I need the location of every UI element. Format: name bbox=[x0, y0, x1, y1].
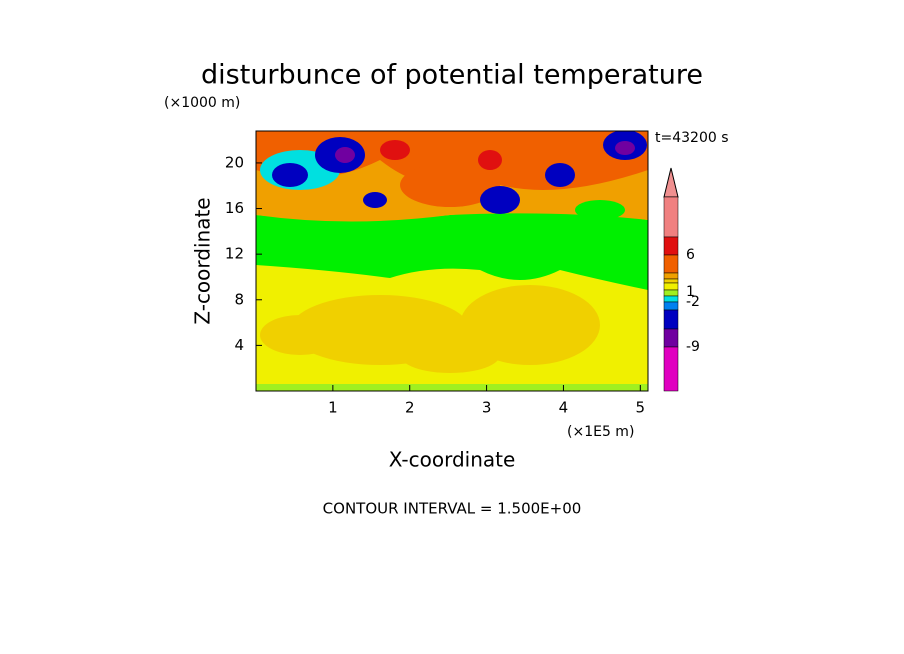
colorbar-segment bbox=[663, 328, 679, 348]
y-tick-label: 4 bbox=[234, 336, 244, 354]
x-tick-label: 3 bbox=[482, 399, 492, 417]
colorbar-label: 1 bbox=[686, 284, 695, 300]
contour-field bbox=[256, 131, 648, 391]
colorbar-segment bbox=[663, 346, 679, 392]
colorbar-label: -9 bbox=[686, 339, 700, 355]
x-tick-label: 2 bbox=[405, 399, 415, 417]
y-tick-label: 12 bbox=[225, 245, 244, 263]
colorbar-arrow bbox=[663, 167, 679, 198]
y-unit-label: (×1000 m) bbox=[164, 95, 240, 111]
colorbar-segment bbox=[663, 196, 679, 238]
colorbar-segment bbox=[663, 309, 679, 330]
x-axis-label: X-coordinate bbox=[389, 448, 516, 472]
colorbar-segment bbox=[663, 272, 679, 280]
colorbar-segment bbox=[663, 282, 679, 291]
x-tick-label: 1 bbox=[328, 399, 338, 417]
y-tick-label: 20 bbox=[225, 153, 244, 171]
colorbar-label: 6 bbox=[686, 247, 695, 263]
colorbar-segment bbox=[663, 295, 679, 303]
colorbar-segment bbox=[663, 236, 679, 256]
y-axis-label: Z-coordinate bbox=[191, 197, 215, 324]
colorbar-segment bbox=[663, 254, 679, 274]
colorbar-segment bbox=[663, 289, 679, 297]
time-label: t=43200 s bbox=[655, 130, 729, 146]
y-tick-label: 16 bbox=[225, 199, 244, 217]
x-tick-label: 5 bbox=[636, 399, 646, 417]
x-tick-label: 4 bbox=[559, 399, 569, 417]
plot-frame bbox=[255, 130, 649, 392]
colorbar-label: -2 bbox=[686, 294, 700, 310]
colorbar-segment bbox=[663, 278, 679, 284]
chart-title: disturbunce of potential temperature bbox=[201, 60, 703, 91]
y-tick-label: 8 bbox=[234, 290, 244, 308]
colorbar-segment bbox=[663, 301, 679, 311]
x-unit-label: (×1E5 m) bbox=[567, 424, 634, 440]
footer: CONTOUR INTERVAL = 1.500E+00 bbox=[323, 500, 582, 518]
